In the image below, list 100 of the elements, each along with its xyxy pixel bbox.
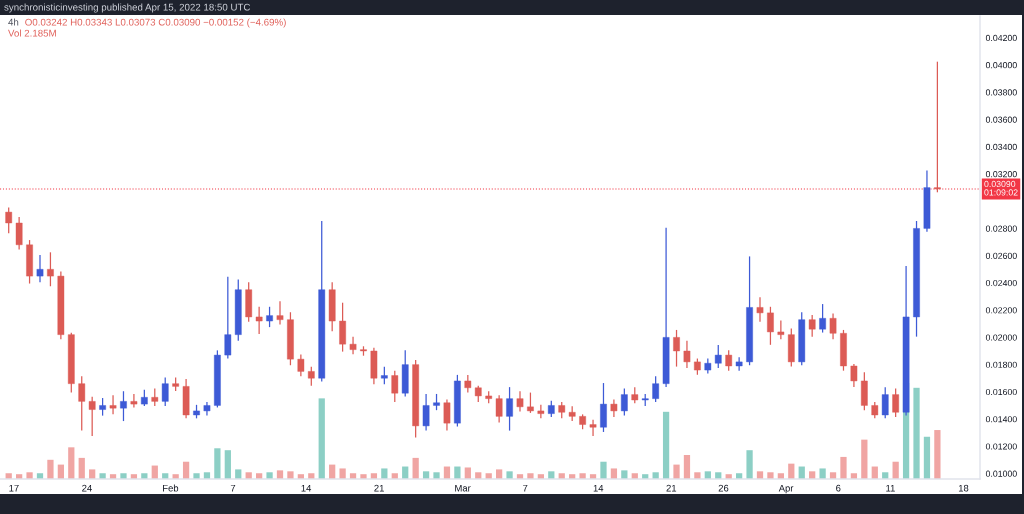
candlestick bbox=[777, 320, 785, 340]
candlestick bbox=[892, 388, 899, 417]
x-tick-label: 11 bbox=[886, 484, 895, 492]
candlestick bbox=[5, 207, 13, 234]
candlestick bbox=[735, 357, 743, 371]
candlestick bbox=[422, 393, 430, 431]
y-tick-label: 0.01000 bbox=[985, 470, 1017, 477]
x-tick-label: Mar bbox=[455, 484, 471, 492]
candlestick bbox=[255, 306, 263, 334]
annotation: Vol 2.185M bbox=[8, 29, 56, 37]
chart-title: synchronisticinvesting published Apr 15, 2022 18:50 UTC bbox=[4, 3, 251, 13]
bar bbox=[99, 473, 106, 479]
x-tick-label: 18 bbox=[958, 484, 969, 492]
candlestick bbox=[443, 399, 451, 431]
candlestick bbox=[339, 302, 346, 352]
bar bbox=[339, 468, 346, 479]
candlestick bbox=[600, 383, 607, 432]
bar bbox=[746, 450, 753, 479]
y-tick-label: 0.02800 bbox=[985, 225, 1017, 232]
chart-subtitle: 4h bbox=[8, 18, 19, 26]
x-tick-label: 24 bbox=[82, 484, 92, 492]
candlestick bbox=[224, 276, 232, 359]
bar bbox=[579, 473, 586, 479]
x-tick-label: 7 bbox=[523, 484, 528, 492]
y-tick-label: 0.03800 bbox=[985, 89, 1017, 96]
x-tick-label: Feb bbox=[163, 484, 179, 492]
bar bbox=[412, 457, 419, 479]
candlestick bbox=[808, 314, 816, 337]
bar bbox=[214, 448, 221, 479]
bar bbox=[120, 473, 127, 479]
candlestick bbox=[203, 402, 211, 416]
candlestick bbox=[297, 354, 305, 377]
x-tick-label: 21 bbox=[374, 484, 384, 492]
bar bbox=[454, 466, 461, 479]
candlestick bbox=[767, 306, 774, 345]
candlestick bbox=[589, 419, 597, 437]
y-tick-label: 0.04000 bbox=[985, 62, 1017, 69]
bar bbox=[318, 398, 325, 479]
candlestick bbox=[266, 306, 273, 328]
candlestick bbox=[819, 304, 826, 333]
y-tick-label: 0.02000 bbox=[985, 334, 1017, 341]
bar bbox=[767, 472, 774, 479]
bar bbox=[840, 456, 847, 479]
candlestick bbox=[109, 395, 117, 415]
bar bbox=[934, 430, 941, 479]
candlestick bbox=[349, 336, 357, 355]
bar bbox=[78, 457, 85, 479]
x-tick-label: 14 bbox=[301, 484, 312, 492]
candlestick bbox=[516, 391, 524, 412]
x-tick-label: 7 bbox=[230, 484, 236, 492]
bar bbox=[527, 473, 534, 479]
y-tick-label: 0.03600 bbox=[985, 116, 1017, 123]
bar bbox=[496, 469, 503, 479]
y-tick-label: 0.02400 bbox=[985, 279, 1017, 287]
candlestick bbox=[506, 387, 513, 431]
candlestick bbox=[725, 350, 733, 371]
candlestick bbox=[88, 396, 96, 437]
candlestick bbox=[683, 340, 691, 368]
candlestick bbox=[120, 391, 127, 422]
candlestick bbox=[527, 392, 534, 413]
bar bbox=[266, 472, 273, 479]
bar bbox=[819, 468, 826, 479]
candlestick bbox=[36, 255, 44, 283]
y-tick-label: 0.01200 bbox=[985, 443, 1017, 450]
candlestick bbox=[495, 395, 503, 423]
bar bbox=[913, 387, 920, 479]
candlestick bbox=[391, 370, 399, 403]
candlestick bbox=[15, 216, 23, 250]
candlestick bbox=[610, 399, 618, 417]
x-tick-label: 17 bbox=[9, 484, 19, 492]
candlestick bbox=[276, 301, 284, 325]
y-tick-label: 0.01400 bbox=[985, 416, 1017, 423]
bar bbox=[610, 468, 618, 479]
y-tick-label: 0.03400 bbox=[985, 143, 1017, 150]
bar bbox=[287, 471, 294, 479]
bar bbox=[694, 472, 701, 479]
bar bbox=[662, 411, 670, 479]
bar bbox=[360, 474, 367, 479]
candlestick bbox=[161, 377, 169, 407]
x-tick-label: 14 bbox=[593, 484, 604, 492]
bar bbox=[68, 447, 75, 479]
y-tick-label: 0.03200 bbox=[985, 171, 1017, 178]
y-tick-label: 0.01600 bbox=[985, 388, 1017, 396]
bar bbox=[224, 450, 231, 479]
x-tick-label: 6 bbox=[836, 484, 841, 492]
candlestick bbox=[714, 344, 722, 368]
bar bbox=[861, 439, 868, 479]
y-tick-label: 0.01800 bbox=[985, 361, 1017, 368]
candlestick bbox=[47, 252, 54, 287]
candlestick bbox=[850, 363, 858, 388]
bar bbox=[235, 469, 242, 479]
annotation: O0.03242 H0.03343 L0.03073 C0.03090 −0.00152 (−4.69%) bbox=[25, 18, 286, 28]
bar bbox=[381, 468, 388, 479]
candlestick bbox=[78, 376, 86, 431]
bar bbox=[673, 464, 680, 479]
candlestick bbox=[652, 376, 659, 403]
bar bbox=[26, 472, 33, 479]
bar bbox=[89, 469, 96, 479]
bar bbox=[506, 471, 513, 479]
candlestick bbox=[934, 61, 941, 193]
